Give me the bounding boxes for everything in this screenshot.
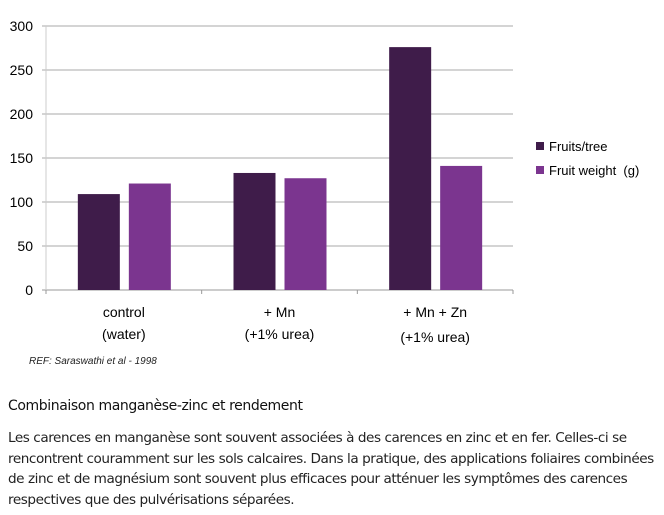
bar-fruit-weight: [128, 183, 171, 290]
x-category-label: control: [103, 304, 145, 320]
bar-fruits-per-tree: [233, 172, 276, 290]
x-category-label: (water): [102, 326, 146, 342]
y-tick-label: 250: [10, 62, 34, 78]
y-tick-label: 150: [10, 150, 34, 166]
x-category-label: (+1% urea): [245, 326, 315, 342]
bar-fruits-per-tree: [77, 194, 120, 290]
section-heading: Combinaison manganèse-zinc et rendement: [8, 398, 303, 414]
y-tick-label: 50: [17, 238, 33, 254]
bar-fruit-weight: [284, 178, 327, 290]
y-tick-label: 100: [10, 194, 34, 210]
y-tick-label: 200: [10, 106, 34, 122]
x-category-label: + Mn: [264, 304, 296, 320]
y-tick-label: 0: [25, 282, 33, 298]
legend-label: Fruit weight (g): [549, 163, 639, 178]
x-category-label: + Mn + Zn: [403, 304, 467, 320]
x-category-label: (+1% urea): [400, 329, 470, 345]
reference-note: REF: Saraswathi et al - 1998: [29, 356, 157, 367]
legend-label: Fruits/tree: [549, 139, 608, 154]
bar-chart: 0 50 100 150 200 250 300 control (water) + Mn (+1%…: [10, 18, 640, 345]
bar-fruits-per-tree: [389, 47, 432, 291]
y-tick-label: 300: [10, 18, 34, 34]
bar-fruit-weight: [440, 165, 483, 290]
legend-swatch: [536, 142, 544, 150]
legend-swatch: [536, 166, 544, 174]
section-paragraph: Les carences en manganèse sont souvent a…: [8, 430, 654, 508]
